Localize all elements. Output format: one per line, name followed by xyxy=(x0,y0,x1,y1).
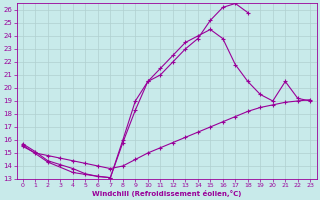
X-axis label: Windchill (Refroidissement éolien,°C): Windchill (Refroidissement éolien,°C) xyxy=(92,190,241,197)
